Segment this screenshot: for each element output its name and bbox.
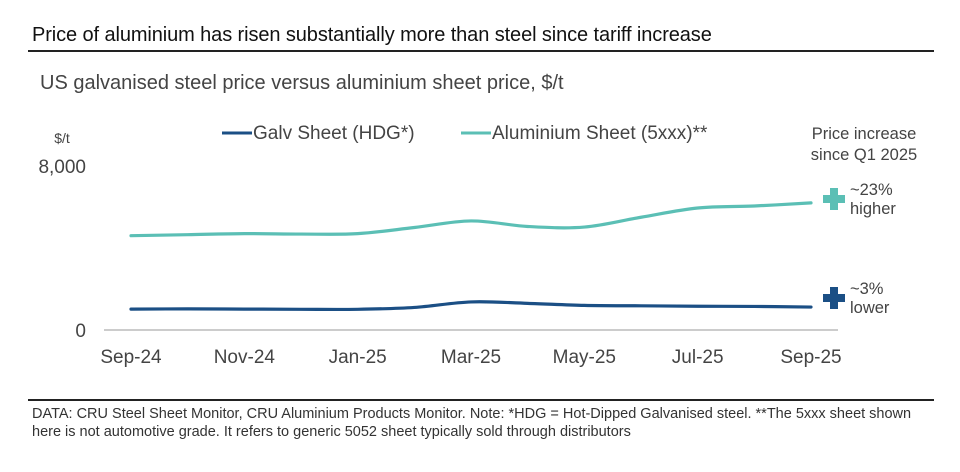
annotation-header: Price increase	[812, 125, 917, 143]
aluminium-change-annotation: ~23%higher	[823, 181, 896, 218]
annotation-text: ~3%	[850, 280, 884, 298]
plus-icon	[823, 188, 845, 210]
series-lines	[129, 201, 813, 312]
x-tick-label: Mar-25	[441, 347, 501, 368]
annotation-header: since Q1 2025	[811, 146, 917, 164]
chart-subtitle: US galvanised steel price versus alumini…	[40, 72, 564, 94]
y-axis-ticks: 0 8,000	[38, 157, 86, 342]
x-tick-label: May-25	[553, 347, 616, 368]
y-tick-label: 0	[75, 321, 86, 342]
series-line-galv-sheet	[129, 300, 813, 312]
source-footnote: DATA: CRU Steel Sheet Monitor, CRU Alumi…	[32, 406, 912, 440]
legend: Galv Sheet (HDG*) Aluminium Sheet (5xxx)*…	[222, 123, 708, 144]
x-tick-label: Sep-24	[100, 347, 162, 368]
price-change-annotations: Price increase since Q1 2025 ~23%higher ~3%…	[811, 125, 917, 317]
y-tick-label: 8,000	[38, 157, 86, 178]
steel-change-annotation: ~3%lower	[823, 280, 890, 317]
x-tick-label: Jan-25	[329, 347, 387, 368]
x-axis-ticks: Sep-24 Nov-24 Jan-25 Mar-25 May-25 Jul-25 Sep-…	[100, 347, 841, 368]
title-divider	[28, 50, 934, 52]
footnote-divider	[28, 399, 934, 401]
x-tick-label: Sep-25	[780, 347, 841, 368]
plus-icon	[823, 287, 845, 309]
y-axis-unit-label: $/t	[54, 130, 70, 146]
chart-title: Price of aluminium has risen substantial…	[32, 24, 712, 46]
series-line-aluminium-sheet	[129, 201, 813, 238]
x-tick-label: Nov-24	[214, 347, 276, 368]
annotation-text: higher	[850, 200, 896, 218]
x-tick-label: Jul-25	[672, 347, 724, 368]
annotation-text: lower	[850, 299, 890, 317]
legend-label: Galv Sheet (HDG*)	[253, 123, 415, 144]
annotation-text: ~23%	[850, 181, 893, 199]
legend-label: Aluminium Sheet (5xxx)**	[492, 123, 708, 144]
